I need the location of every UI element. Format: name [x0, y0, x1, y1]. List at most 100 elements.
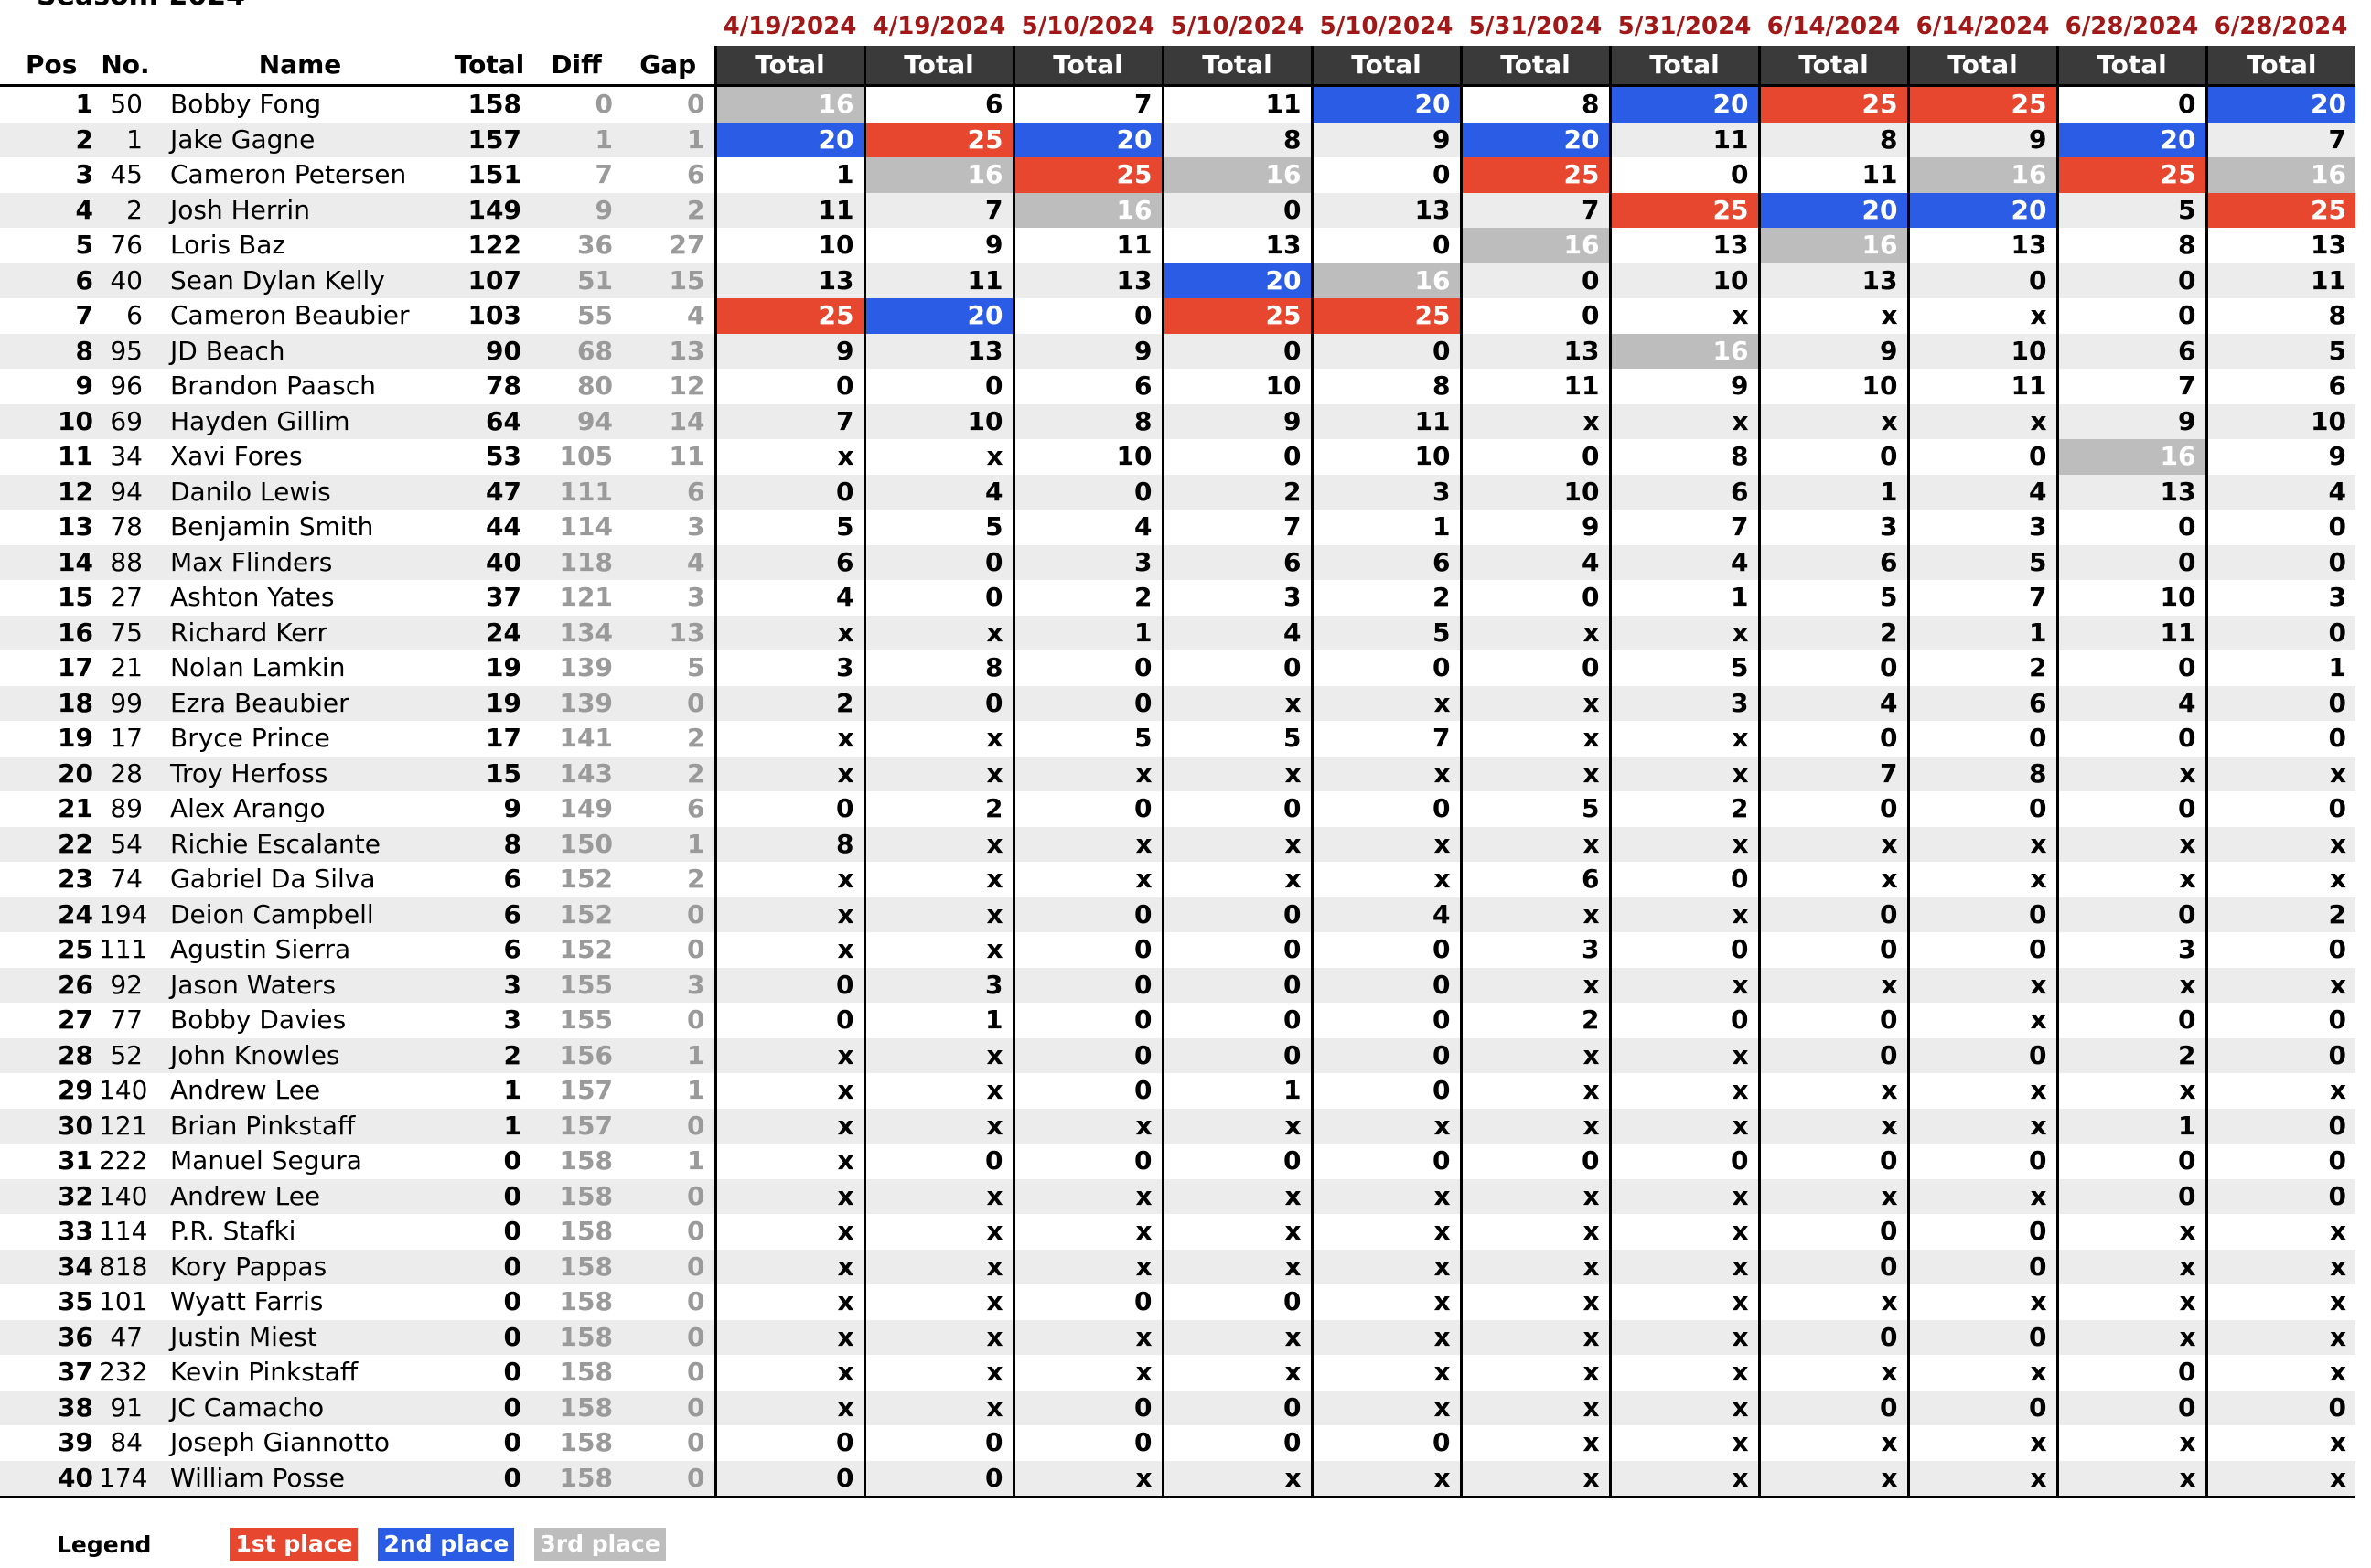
race-points: 13 [713, 263, 864, 298]
rider-name: Wyatt Farris [170, 1286, 324, 1316]
standings-row: 30 121 Brian Pinkstaff 1 157 0 x x x x x x x x x 1 0 [0, 1108, 2355, 1144]
race-points: 16 [1757, 228, 1908, 263]
points-gap: 0 [687, 1004, 705, 1035]
points-diff: 139 [559, 652, 613, 682]
points-diff: 158 [559, 1145, 613, 1176]
race-points: 1 [2055, 1108, 2206, 1144]
rider-number: 21 [110, 652, 143, 682]
race-points: 0 [1757, 650, 1908, 686]
total-points: 53 [486, 441, 521, 471]
rider-name: Sean Dylan Kelly [152, 263, 448, 298]
race-points: 0 [1757, 1319, 1908, 1355]
points-diff: 139 [531, 685, 622, 721]
race-points: 25 [1310, 298, 1461, 334]
race-points: x [1757, 967, 1908, 1003]
race-points: x [1906, 1073, 2057, 1109]
race-points: x [2205, 967, 2355, 1003]
header-row: Pos No. Name Total Diff Gap Total Total Total Tot… [0, 46, 2355, 87]
race-date: 5/10/2024 [1021, 13, 1155, 40]
standings-row: 17 21 Nolan Lamkin 19 139 5 3 8 0 0 0 0 5 0 2 0 1 [0, 650, 2355, 686]
standings-row: 32 140 Andrew Lee 0 158 0 x x x x x x x x x 0 0 [0, 1178, 2355, 1214]
points-gap: 11 [669, 441, 705, 471]
race-points: x [1906, 1178, 2057, 1214]
race-points: x [1459, 1319, 1610, 1355]
race-points: x [1459, 756, 1610, 791]
rider-name: Gabriel Da Silva [170, 864, 376, 894]
race-points: x [1608, 897, 1759, 932]
race-points: 20 [1906, 192, 2057, 228]
standings-row: 35 101 Wyatt Farris 0 158 0 x x 0 0 x x x x x x x [0, 1284, 2355, 1320]
race-points: 8 [2055, 228, 2206, 263]
race-points: 9 [1012, 333, 1163, 369]
position: 31 [58, 1145, 93, 1176]
race-points: 0 [2055, 721, 2206, 757]
race-points: 8 [1608, 439, 1759, 475]
race-points: 0 [2055, 1355, 2206, 1391]
race-points: 1 [1906, 615, 2057, 650]
race-points: 0 [2205, 615, 2355, 650]
position: 17 [58, 652, 93, 682]
standings-row: 39 84 Joseph Giannotto 0 158 0 0 0 0 0 0 x x x x x x [0, 1425, 2355, 1461]
rider-name: Bobby Davies [170, 1004, 347, 1035]
total-points: 0 [448, 1249, 531, 1284]
standings-row: 6 40 Sean Dylan Kelly 107 51 15 13 11 13 20 16 0 10 1… [0, 263, 2355, 298]
race-points: x [1310, 1355, 1461, 1391]
race-points: 0 [1906, 439, 2057, 475]
position: 38 [0, 1390, 99, 1425]
race-points: 25 [863, 122, 1014, 157]
rider-number: 222 [99, 1145, 148, 1176]
race-date: 6/14/2024 [1915, 13, 2050, 40]
race-points: 0 [1757, 439, 1908, 475]
rider-name: Bryce Prince [170, 723, 330, 753]
race-points: x [863, 721, 1014, 757]
total-points: 0 [503, 1357, 521, 1387]
rider-number: 6 [126, 300, 143, 330]
total-points: 0 [448, 1178, 531, 1214]
points-diff: 143 [531, 756, 622, 791]
points-diff: 114 [559, 511, 613, 542]
race-points: x [1161, 826, 1312, 862]
points-diff: 158 [559, 1216, 613, 1246]
race-points: 0 [1161, 1003, 1312, 1038]
race-points: 0 [1012, 1425, 1163, 1461]
race-points: 11 [1757, 157, 1908, 193]
total-points: 37 [486, 582, 521, 612]
race-points: 0 [1161, 1390, 1312, 1425]
points-gap: 0 [622, 1390, 715, 1425]
race-points: 0 [2055, 298, 2206, 334]
race-points: 10 [2055, 580, 2206, 616]
race-points: 0 [1459, 263, 1610, 298]
race-points: 0 [1161, 1284, 1312, 1320]
total-points: 44 [486, 511, 521, 542]
race-points: 1 [713, 157, 864, 193]
race-points: 0 [1608, 157, 1759, 193]
race-points: 2 [713, 685, 864, 721]
title: Season: 2024 [37, 0, 245, 12]
race-points: 0 [1310, 333, 1461, 369]
standings-row: 37 232 Kevin Pinkstaff 0 158 0 x x x x x x x x x 0 x [0, 1355, 2355, 1391]
race-date: 5/10/2024 [1170, 13, 1304, 40]
points-gap: 4 [687, 300, 705, 330]
race-points: 0 [1310, 1003, 1461, 1038]
race-points: 8 [1757, 122, 1908, 157]
race-points: 8 [2205, 298, 2355, 334]
race-points: 0 [1459, 650, 1610, 686]
race-points: 5 [1906, 544, 2057, 580]
race-points: x [1608, 1178, 1759, 1214]
race-points: 20 [1459, 122, 1610, 157]
race-points: 0 [863, 1460, 1014, 1498]
points-diff: 1 [531, 122, 622, 157]
position: 1 [75, 89, 93, 119]
race-points: x [1608, 1319, 1759, 1355]
race-points: 8 [863, 650, 1014, 686]
race-points: 8 [1012, 403, 1163, 439]
points-gap: 6 [622, 474, 715, 510]
rider-number: 74 [110, 864, 143, 894]
rider-number: 78 [110, 511, 143, 542]
race-points: 3 [863, 967, 1014, 1003]
race-points: x [1161, 1178, 1312, 1214]
rider-number: 27 [110, 582, 143, 612]
race-points: 0 [1757, 1003, 1908, 1038]
points-gap: 0 [622, 1249, 715, 1284]
race-points: x [1459, 1178, 1610, 1214]
